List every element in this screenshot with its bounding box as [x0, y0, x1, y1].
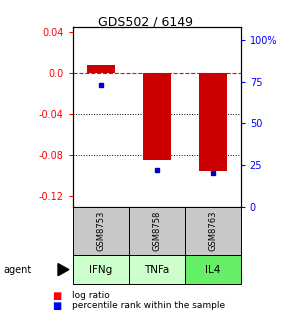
- Text: ■: ■: [52, 291, 61, 301]
- Text: ■: ■: [52, 301, 61, 311]
- Text: TNFa: TNFa: [144, 265, 169, 275]
- Bar: [86, 65, 115, 73]
- Text: IL4: IL4: [205, 265, 220, 275]
- Text: log ratio: log ratio: [72, 291, 110, 300]
- Text: GSM8758: GSM8758: [152, 211, 161, 251]
- Text: GSM8753: GSM8753: [96, 211, 105, 251]
- Bar: [143, 73, 171, 160]
- Text: GSM8763: GSM8763: [208, 211, 217, 251]
- Text: GDS502 / 6149: GDS502 / 6149: [97, 15, 193, 28]
- Text: percentile rank within the sample: percentile rank within the sample: [72, 301, 226, 310]
- Text: agent: agent: [3, 265, 31, 275]
- Text: IFNg: IFNg: [89, 265, 112, 275]
- Bar: [199, 73, 227, 171]
- Polygon shape: [58, 263, 69, 276]
